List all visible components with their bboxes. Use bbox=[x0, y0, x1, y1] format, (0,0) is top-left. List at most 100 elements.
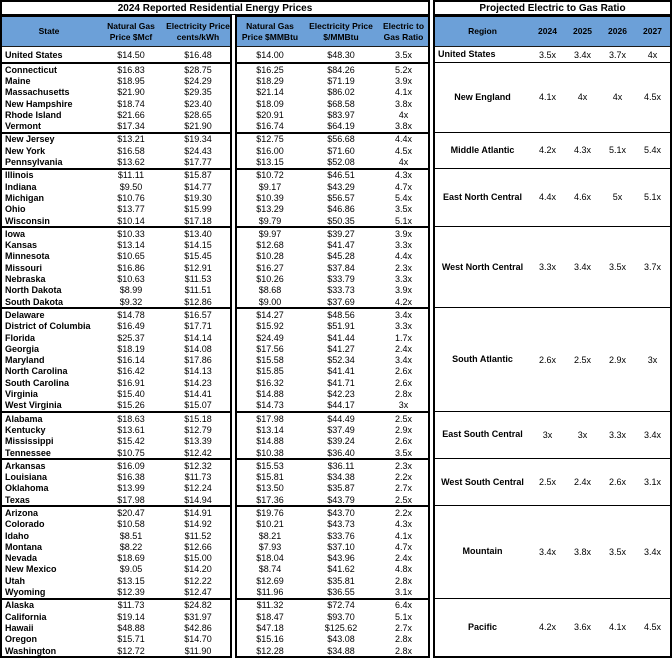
gas-price-mmbtu-cell: $13.14 bbox=[256, 424, 284, 435]
state-row: $17.98 $44.49 2.5x bbox=[237, 413, 428, 424]
gas-price-mcf-cell: $8.99 bbox=[119, 285, 143, 296]
state-row: $16.25 $84.26 5.2x bbox=[237, 64, 428, 75]
electricity-price-kwh-cell: $15.07 bbox=[184, 400, 212, 411]
gas-price-mmbtu-cell: $12.68 bbox=[256, 240, 284, 251]
state-name-cell: Colorado bbox=[5, 519, 45, 530]
gas-price-mmbtu-cell: $8.74 bbox=[258, 564, 282, 575]
gas-price-mmbtu-cell: $18.04 bbox=[256, 553, 284, 564]
state-row: $12.69 $35.81 2.8x bbox=[237, 575, 428, 586]
electric-gas-ratio-cell: 2.4x bbox=[394, 553, 412, 564]
gas-price-mcf-cell: $16.09 bbox=[117, 460, 145, 471]
state-group: Iowa $10.33 $13.40 Kansas $13.14 $14.15 Minnes… bbox=[2, 226, 230, 307]
state-name-cell: District of Columbia bbox=[5, 321, 91, 332]
col-header-year-2027: 2027 bbox=[635, 17, 670, 46]
electric-gas-ratio-cell: 3.3x bbox=[394, 240, 412, 251]
gas-price-mmbtu-cell: $10.26 bbox=[256, 274, 284, 285]
electricity-price-kwh-cell: $14.08 bbox=[184, 343, 212, 354]
electricity-price-kwh-cell: $42.86 bbox=[184, 622, 212, 633]
state-row: Kansas $13.14 $14.15 bbox=[2, 239, 230, 250]
electricity-price-kwh-cell: $12.32 bbox=[184, 460, 212, 471]
state-group: $10.72 $46.51 4.3x $9.17 $43.29 4.7x $10.39 $56… bbox=[237, 167, 428, 227]
electricity-price-mmbtu-cell: $36.55 bbox=[327, 587, 355, 598]
electric-gas-ratio-cell: 4.1x bbox=[394, 87, 412, 98]
gas-price-mcf-cell: $16.58 bbox=[117, 145, 145, 156]
state-row: Alaska $11.73 $24.82 bbox=[2, 600, 230, 611]
gas-price-mmbtu-cell: $16.00 bbox=[256, 145, 284, 156]
gas-price-mmbtu-cell: $16.25 bbox=[256, 64, 284, 75]
col-header-region-line: Region bbox=[468, 26, 497, 37]
col-header-electricity-price-mmbtu: Electricity Price $/MMBtu bbox=[303, 17, 379, 46]
electricity-price-mmbtu-cell: $43.08 bbox=[327, 634, 355, 645]
state-row: $9.00 $37.69 4.2x bbox=[237, 296, 428, 307]
electricity-price-kwh-cell: $12.79 bbox=[184, 424, 212, 435]
col-header-electric-gas-ratio-line: Gas Ratio bbox=[383, 31, 424, 42]
state-row: $21.14 $86.02 4.1x bbox=[237, 87, 428, 98]
electricity-price-mmbtu-cell: $45.28 bbox=[327, 251, 355, 262]
electric-gas-ratio-cell: 2.6x bbox=[394, 377, 412, 388]
gas-price-mcf-cell: $19.14 bbox=[117, 611, 145, 622]
region-name-cell: East North Central bbox=[442, 191, 522, 202]
electricity-price-mmbtu-cell: $93.70 bbox=[327, 611, 355, 622]
gas-price-mcf-cell: $21.90 bbox=[117, 87, 145, 98]
electric-gas-ratio-cell: 3.1x bbox=[394, 587, 412, 598]
gas-price-mcf-cell: $10.63 bbox=[117, 274, 145, 285]
col-header-region: Region bbox=[435, 17, 530, 46]
ratio-2026-cell: 3.3x bbox=[608, 430, 626, 441]
state-row: Idaho $8.51 $11.52 bbox=[2, 530, 230, 541]
electricity-price-mmbtu-cell: $37.49 bbox=[327, 424, 355, 435]
gas-price-mmbtu-cell: $18.09 bbox=[256, 98, 284, 109]
electric-gas-ratio-cell: 2.3x bbox=[394, 460, 412, 471]
col-header-state-line: State bbox=[38, 26, 60, 37]
state-row: California $19.14 $31.97 bbox=[2, 611, 230, 622]
electricity-price-mmbtu-cell: $43.73 bbox=[327, 519, 355, 530]
ratio-2026-cell: 5.1x bbox=[608, 145, 626, 156]
electricity-price-mmbtu-cell: $86.02 bbox=[327, 87, 355, 98]
state-row: $14.00 $48.30 3.5x bbox=[237, 47, 428, 62]
projected-ratio-title: Projected Electric to Gas Ratio bbox=[433, 0, 672, 15]
electricity-price-mmbtu-cell: $56.57 bbox=[327, 192, 355, 203]
electricity-price-kwh-cell: $14.70 bbox=[184, 634, 212, 645]
state-row: Alabama $18.63 $15.18 bbox=[2, 413, 230, 424]
electric-gas-ratio-cell: 2.9x bbox=[394, 424, 412, 435]
state-row: $14.27 $48.56 3.4x bbox=[237, 309, 428, 320]
state-row: United States $14.50 $16.48 bbox=[2, 47, 230, 62]
state-group: Illinois $11.11 $15.87 Indiana $9.50 $14.77 Mi… bbox=[2, 167, 230, 227]
state-row: Indiana $9.50 $14.77 bbox=[2, 181, 230, 192]
state-row: Colorado $10.58 $14.92 bbox=[2, 519, 230, 530]
state-row: $15.53 $36.11 2.3x bbox=[237, 460, 428, 471]
state-name-cell: Nevada bbox=[5, 553, 38, 564]
gas-price-mcf-cell: $48.88 bbox=[117, 622, 145, 633]
state-row: Missouri $16.86 $12.91 bbox=[2, 262, 230, 273]
electricity-price-kwh-cell: $24.43 bbox=[184, 145, 212, 156]
state-row: Kentucky $13.61 $12.79 bbox=[2, 424, 230, 435]
electric-gas-ratio-cell: 3.5x bbox=[394, 49, 412, 60]
state-group: $15.53 $36.11 2.3x $15.81 $34.38 2.2x $13.50 $3… bbox=[237, 458, 428, 505]
col-header-year-2026-line: 2026 bbox=[608, 26, 627, 37]
state-name-cell: Alaska bbox=[5, 600, 35, 611]
state-name-cell: Hawaii bbox=[5, 622, 34, 633]
electric-gas-ratio-cell: 2.3x bbox=[394, 262, 412, 273]
col-header-electricity-price-kwh-line: Electricity Price bbox=[166, 21, 230, 32]
gas-price-mmbtu-cell: $8.68 bbox=[258, 285, 282, 296]
electric-gas-ratio-cell: 3.3x bbox=[394, 321, 412, 332]
state-name-cell: United States bbox=[5, 49, 63, 60]
electric-gas-ratio-cell: 4.8x bbox=[394, 564, 412, 575]
region-name-cell: Mountain bbox=[462, 546, 503, 557]
ratio-2026-cell: 3.5x bbox=[608, 547, 626, 558]
electricity-price-mmbtu-cell: $34.38 bbox=[327, 472, 355, 483]
electric-gas-ratio-cell: 1.7x bbox=[394, 332, 412, 343]
electricity-price-kwh-cell: $14.13 bbox=[184, 366, 212, 377]
electricity-price-kwh-cell: $28.75 bbox=[184, 64, 212, 75]
electric-gas-ratio-cell: 2.8x bbox=[394, 645, 412, 656]
state-row: $10.38 $36.40 3.5x bbox=[237, 447, 428, 458]
state-name-cell: West Virginia bbox=[5, 400, 62, 411]
electricity-price-kwh-cell: $17.18 bbox=[184, 215, 212, 226]
gas-price-mmbtu-cell: $14.00 bbox=[256, 49, 284, 60]
ratio-2024-cell: 4.2x bbox=[538, 622, 556, 633]
state-row: $17.56 $41.27 2.4x bbox=[237, 343, 428, 354]
col-header-year-2025-line: 2025 bbox=[573, 26, 592, 37]
electricity-price-mmbtu-cell: $64.19 bbox=[327, 121, 355, 132]
state-row: Tennessee $10.75 $12.42 bbox=[2, 447, 230, 458]
state-name-cell: Arkansas bbox=[5, 460, 46, 471]
state-name-cell: North Carolina bbox=[5, 366, 68, 377]
